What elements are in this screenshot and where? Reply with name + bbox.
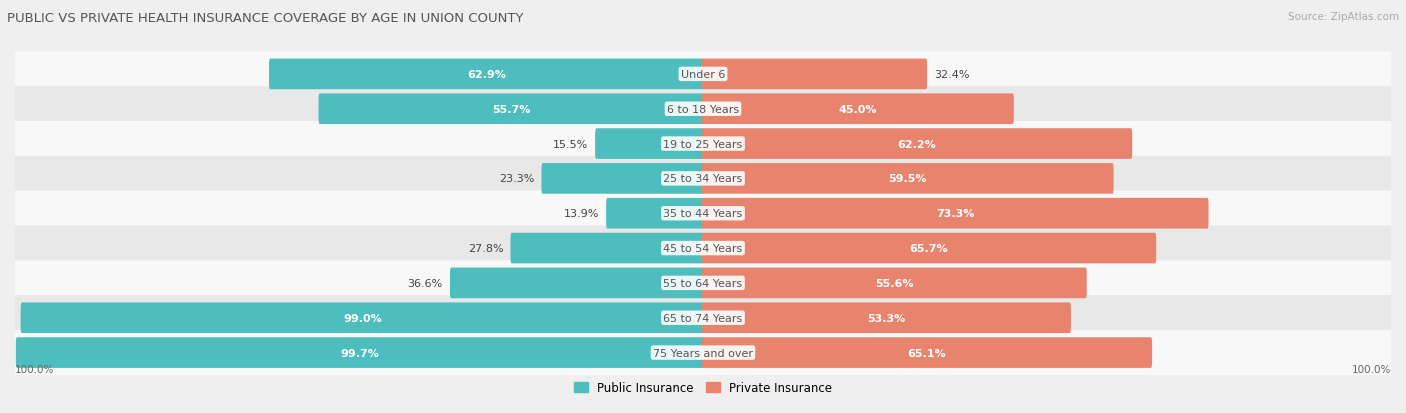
FancyBboxPatch shape <box>15 337 704 368</box>
Text: 36.6%: 36.6% <box>408 278 443 288</box>
FancyBboxPatch shape <box>702 94 1014 125</box>
FancyBboxPatch shape <box>702 268 1087 299</box>
FancyBboxPatch shape <box>702 337 1152 368</box>
Text: 13.9%: 13.9% <box>564 209 599 219</box>
Text: 27.8%: 27.8% <box>468 244 503 254</box>
Text: 65.1%: 65.1% <box>908 348 946 358</box>
FancyBboxPatch shape <box>541 164 704 194</box>
FancyBboxPatch shape <box>14 295 1392 341</box>
Legend: Public Insurance, Private Insurance: Public Insurance, Private Insurance <box>569 376 837 399</box>
Text: 59.5%: 59.5% <box>889 174 927 184</box>
Text: 32.4%: 32.4% <box>934 70 970 80</box>
Text: 35 to 44 Years: 35 to 44 Years <box>664 209 742 219</box>
Text: 100.0%: 100.0% <box>1351 364 1391 374</box>
FancyBboxPatch shape <box>14 226 1392 271</box>
Text: 65 to 74 Years: 65 to 74 Years <box>664 313 742 323</box>
Text: 45 to 54 Years: 45 to 54 Years <box>664 244 742 254</box>
Text: 55.6%: 55.6% <box>875 278 914 288</box>
Text: 45.0%: 45.0% <box>838 104 877 114</box>
Text: 25 to 34 Years: 25 to 34 Years <box>664 174 742 184</box>
Text: 19 to 25 Years: 19 to 25 Years <box>664 139 742 149</box>
Text: 15.5%: 15.5% <box>553 139 588 149</box>
Text: 99.7%: 99.7% <box>340 348 380 358</box>
FancyBboxPatch shape <box>14 261 1392 306</box>
FancyBboxPatch shape <box>14 330 1392 375</box>
FancyBboxPatch shape <box>595 129 704 159</box>
Text: 62.9%: 62.9% <box>467 70 506 80</box>
FancyBboxPatch shape <box>14 122 1392 167</box>
Text: 75 Years and over: 75 Years and over <box>652 348 754 358</box>
FancyBboxPatch shape <box>702 198 1209 229</box>
FancyBboxPatch shape <box>269 59 704 90</box>
Text: 65.7%: 65.7% <box>910 244 948 254</box>
FancyBboxPatch shape <box>14 191 1392 236</box>
Text: 53.3%: 53.3% <box>868 313 905 323</box>
Text: 23.3%: 23.3% <box>499 174 534 184</box>
FancyBboxPatch shape <box>702 164 1114 194</box>
Text: Under 6: Under 6 <box>681 70 725 80</box>
FancyBboxPatch shape <box>14 157 1392 202</box>
Text: 62.2%: 62.2% <box>897 139 936 149</box>
FancyBboxPatch shape <box>21 303 704 333</box>
FancyBboxPatch shape <box>702 303 1071 333</box>
FancyBboxPatch shape <box>606 198 704 229</box>
FancyBboxPatch shape <box>319 94 704 125</box>
Text: 55 to 64 Years: 55 to 64 Years <box>664 278 742 288</box>
FancyBboxPatch shape <box>450 268 704 299</box>
Text: 6 to 18 Years: 6 to 18 Years <box>666 104 740 114</box>
Text: 100.0%: 100.0% <box>15 364 55 374</box>
FancyBboxPatch shape <box>702 129 1132 159</box>
Text: 55.7%: 55.7% <box>492 104 530 114</box>
FancyBboxPatch shape <box>702 59 927 90</box>
Text: 73.3%: 73.3% <box>936 209 974 219</box>
Text: Source: ZipAtlas.com: Source: ZipAtlas.com <box>1288 12 1399 22</box>
FancyBboxPatch shape <box>14 87 1392 132</box>
FancyBboxPatch shape <box>702 233 1156 264</box>
FancyBboxPatch shape <box>510 233 704 264</box>
Text: 99.0%: 99.0% <box>343 313 382 323</box>
Text: PUBLIC VS PRIVATE HEALTH INSURANCE COVERAGE BY AGE IN UNION COUNTY: PUBLIC VS PRIVATE HEALTH INSURANCE COVER… <box>7 12 523 25</box>
FancyBboxPatch shape <box>14 52 1392 97</box>
